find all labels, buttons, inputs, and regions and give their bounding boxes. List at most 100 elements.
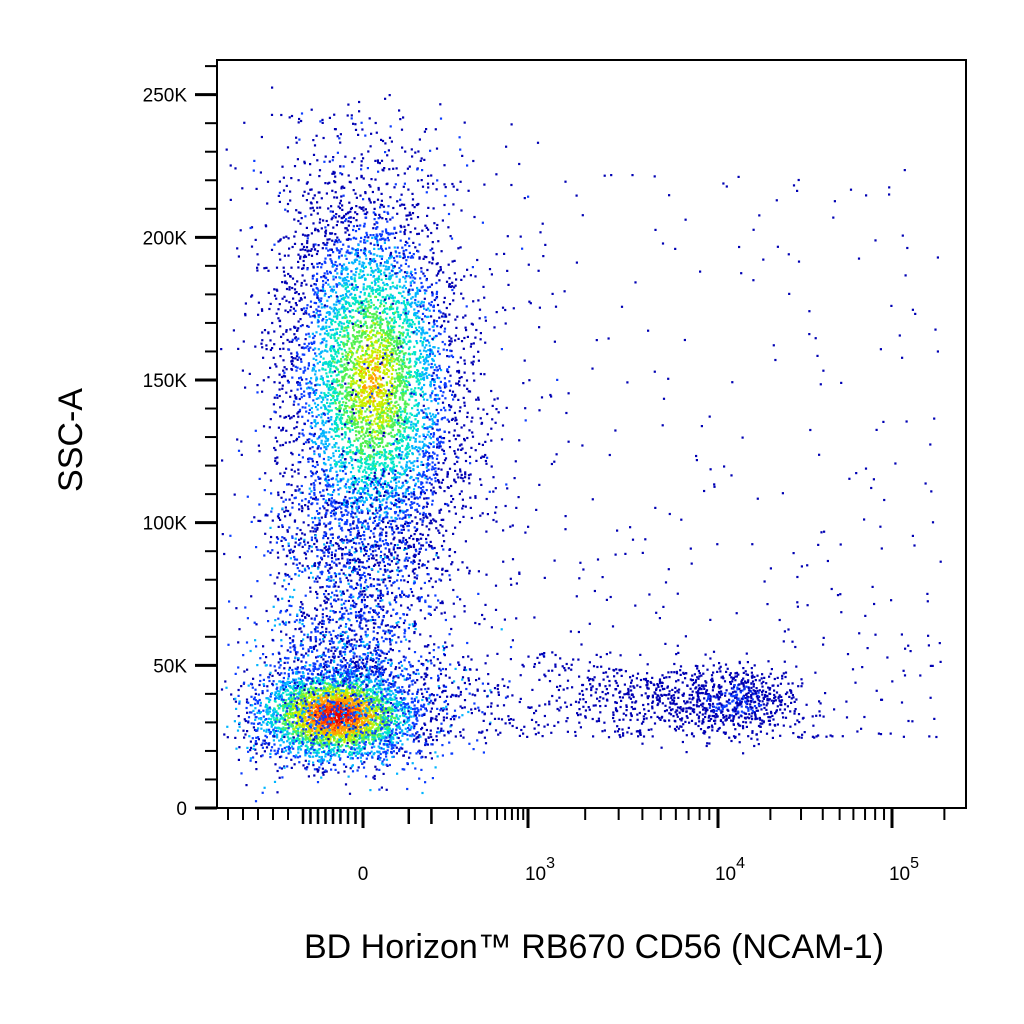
scatter-point	[292, 297, 295, 300]
scatter-point	[376, 735, 379, 738]
scatter-point	[260, 717, 263, 720]
scatter-point	[413, 723, 416, 726]
scatter-point	[372, 723, 375, 726]
scatter-point	[354, 647, 357, 650]
scatter-point	[389, 696, 392, 699]
scatter-point	[321, 724, 324, 727]
scatter-point	[362, 688, 365, 691]
scatter-point	[307, 710, 310, 713]
scatter-point	[331, 748, 334, 751]
scatter-point	[292, 747, 295, 750]
scatter-point	[371, 738, 374, 741]
scatter-point	[282, 726, 285, 729]
scatter-point	[309, 737, 312, 740]
scatter-point	[386, 752, 389, 755]
scatter-point	[477, 407, 480, 410]
scatter-point	[366, 734, 369, 737]
scatter-point	[379, 680, 382, 683]
scatter-point	[385, 711, 388, 714]
scatter-point	[311, 730, 314, 733]
scatter-point	[348, 733, 351, 736]
scatter-point	[285, 657, 288, 660]
scatter-point	[297, 702, 301, 705]
scatter-point	[442, 729, 445, 732]
scatter-point	[414, 767, 417, 770]
scatter-point	[306, 679, 309, 682]
scatter-point	[421, 698, 424, 702]
scatter-point	[329, 751, 332, 754]
scatter-point	[361, 762, 364, 765]
scatter-point	[409, 707, 412, 710]
scatter-point	[371, 292, 375, 295]
scatter-point	[299, 713, 302, 716]
scatter-point	[310, 631, 313, 634]
scatter-point	[415, 696, 418, 699]
scatter-point	[405, 750, 408, 753]
scatter-point	[353, 679, 356, 682]
scatter-point	[361, 754, 364, 757]
scatter-point	[425, 709, 428, 712]
scatter-point	[460, 376, 463, 379]
scatter-point	[375, 462, 378, 465]
scatter-point	[366, 727, 370, 730]
scatter-point	[335, 709, 338, 712]
scatter-point	[472, 360, 475, 363]
scatter-point	[387, 715, 390, 718]
scatter-point	[298, 761, 301, 764]
scatter-point	[374, 728, 377, 731]
scatter-point	[317, 688, 321, 691]
scatter-point	[305, 768, 308, 771]
scatter-point	[281, 748, 284, 751]
scatter-point	[283, 295, 286, 298]
scatter-point	[340, 725, 343, 728]
scatter-point	[280, 738, 283, 741]
scatter-point	[327, 648, 330, 651]
scatter-point	[368, 681, 371, 684]
scatter-point	[400, 729, 404, 732]
scatter-point	[402, 723, 405, 727]
scatter-point	[397, 722, 400, 725]
scatter-point	[343, 739, 346, 742]
scatter-point	[325, 665, 329, 668]
scatter-point	[326, 686, 329, 689]
scatter-point	[336, 704, 339, 708]
scatter-point	[429, 733, 432, 736]
scatter-point	[308, 395, 311, 399]
scatter-point	[301, 743, 304, 746]
scatter-point	[380, 786, 383, 789]
scatter-point	[227, 643, 230, 646]
scatter-point	[320, 755, 323, 759]
scatter-point	[317, 704, 320, 708]
scatter-point	[356, 752, 359, 755]
scatter-point	[321, 702, 324, 705]
scatter-point	[364, 435, 367, 438]
scatter-point	[440, 722, 443, 725]
scatter-point	[396, 690, 399, 693]
scatter-point	[378, 734, 381, 737]
scatter-point	[287, 237, 290, 240]
scatter-point	[286, 680, 289, 683]
scatter-point	[324, 182, 327, 185]
scatter-point	[313, 748, 316, 752]
scatter-point	[320, 737, 323, 740]
scatter-point	[339, 692, 342, 695]
scatter-point	[377, 275, 381, 278]
scatter-point	[360, 709, 363, 712]
scatter-point	[430, 735, 433, 739]
scatter-point	[374, 665, 377, 668]
scatter-point	[333, 746, 336, 750]
scatter-point	[298, 745, 301, 748]
scatter-point	[424, 738, 427, 741]
scatter-point	[376, 713, 379, 716]
scatter-point	[318, 722, 321, 725]
scatter-point	[261, 692, 264, 695]
scatter-point	[325, 745, 328, 748]
scatter-point	[373, 701, 377, 704]
scatter-point	[385, 728, 388, 731]
scatter-point	[538, 326, 541, 329]
scatter-point	[268, 679, 271, 683]
scatter-point	[458, 716, 461, 719]
scatter-point	[376, 706, 379, 709]
scatter-point	[300, 694, 304, 697]
scatter-point	[341, 713, 344, 716]
